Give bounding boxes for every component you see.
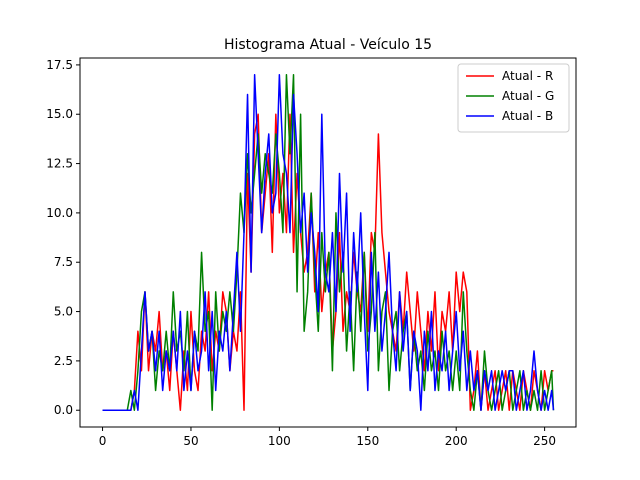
y-tick-label: 0.0 [54,403,73,417]
y-tick-label: 5.0 [54,305,73,319]
y-axis: 0.0 2.5 5.0 7.5 10.0 12.5 15.0 17.5 [46,58,80,417]
legend-label-2: Atual - G [502,89,554,103]
x-tick-label: 250 [533,434,556,448]
x-tick-label: 200 [445,434,468,448]
x-tick-label: 150 [356,434,379,448]
y-tick-label: 7.5 [54,255,73,269]
legend: Atual - R Atual - G Atual - B [457,63,570,133]
plot-lines [102,74,555,411]
series-line-3 [102,74,555,411]
axes-frame [79,57,577,428]
x-tick-label: 50 [183,434,198,448]
legend-label-3: Atual - B [502,109,553,123]
x-tick-label: 0 [99,434,107,448]
y-tick-label: 17.5 [46,58,73,72]
legend-box [457,63,570,133]
chart-title: Histograma Atual - Veículo 15 [224,37,432,53]
y-tick-label: 15.0 [46,107,73,121]
y-tick-label: 10.0 [46,206,73,220]
x-axis: 0 50 100 150 200 250 [99,427,556,448]
y-tick-label: 12.5 [46,157,73,171]
legend-label-1: Atual - R [502,69,553,83]
x-tick-label: 100 [268,434,291,448]
y-tick-label: 2.5 [54,354,73,368]
